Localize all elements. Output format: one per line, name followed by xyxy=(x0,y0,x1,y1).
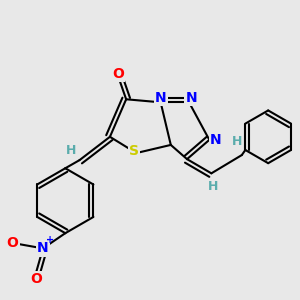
Text: S: S xyxy=(129,144,139,158)
Text: +: + xyxy=(46,235,54,245)
Text: O: O xyxy=(112,67,124,81)
Text: N: N xyxy=(155,91,167,105)
Text: H: H xyxy=(208,180,219,193)
Text: H: H xyxy=(232,135,242,148)
Text: N: N xyxy=(210,133,221,147)
Text: H: H xyxy=(66,143,76,157)
Text: N: N xyxy=(37,242,49,255)
Text: O: O xyxy=(7,236,19,250)
Text: O: O xyxy=(30,272,42,286)
Text: N: N xyxy=(185,91,197,105)
